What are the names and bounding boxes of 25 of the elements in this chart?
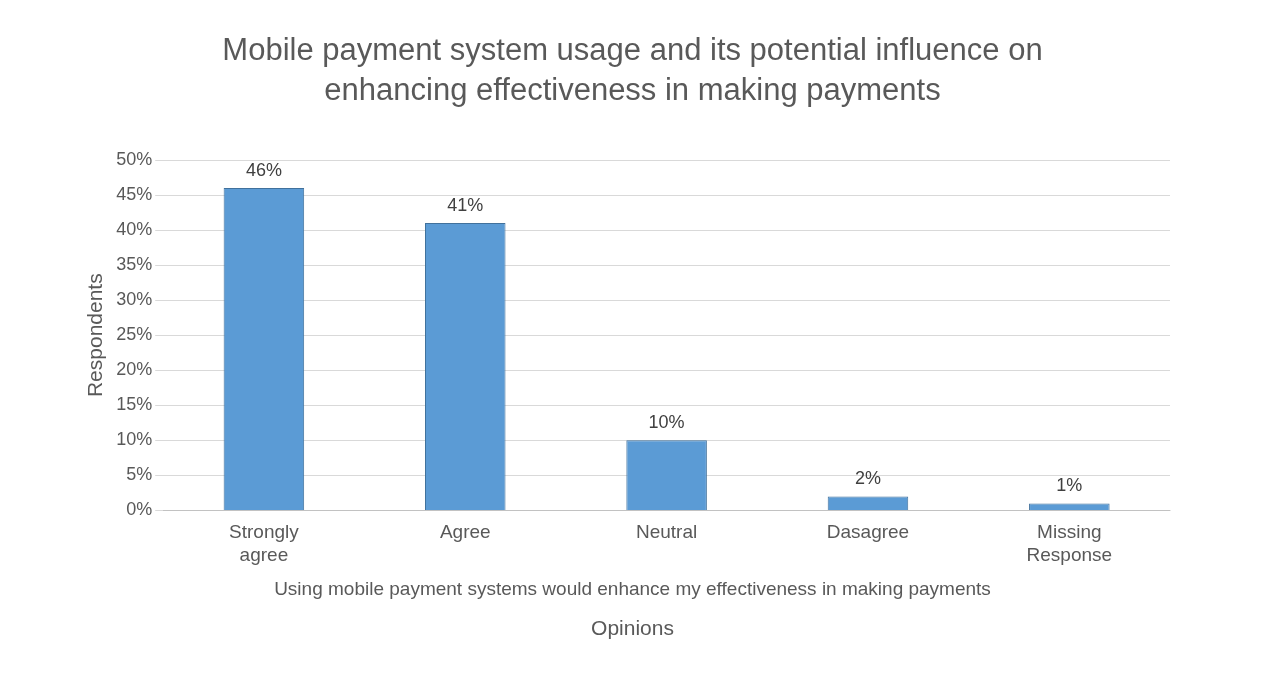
y-tick-label: 45% bbox=[116, 184, 153, 205]
y-tick-label: 25% bbox=[116, 324, 153, 345]
x-tick-label: Missing Response bbox=[1026, 521, 1113, 565]
y-tick-label: 15% bbox=[116, 394, 153, 415]
x-tick-label: Strongly agree bbox=[229, 521, 300, 565]
data-label: 2% bbox=[854, 468, 881, 489]
data-label: 41% bbox=[447, 195, 484, 216]
chart-title: Mobile payment system usage and its potential influence on enhancing effectiveness in making payments bbox=[221, 31, 1044, 109]
x-tick-label: Agree bbox=[439, 521, 491, 543]
data-label: 46% bbox=[245, 160, 282, 180]
y-tick-label: 40% bbox=[116, 219, 153, 240]
y-tick-label: 20% bbox=[116, 359, 153, 380]
data-label: 10% bbox=[648, 412, 685, 433]
x-axis-title: Opinions bbox=[590, 616, 675, 640]
text: Using mobile payment systems would enhance my effectiveness in making payments bbox=[273, 578, 992, 600]
y-tick-label: 35% bbox=[116, 254, 153, 275]
y-tick-label: 10% bbox=[116, 429, 153, 450]
data-label: 1% bbox=[1056, 475, 1083, 496]
x-tick-label: Dasagree bbox=[826, 521, 910, 543]
y-tick-label: 50% bbox=[116, 148, 153, 169]
y-tick-label: 5% bbox=[126, 464, 153, 485]
y-tick-label: 30% bbox=[116, 289, 153, 310]
y-axis-title: Respondents bbox=[83, 273, 107, 398]
x-tick-label: Neutral bbox=[635, 521, 698, 543]
y-tick-label: 0% bbox=[126, 499, 153, 520]
